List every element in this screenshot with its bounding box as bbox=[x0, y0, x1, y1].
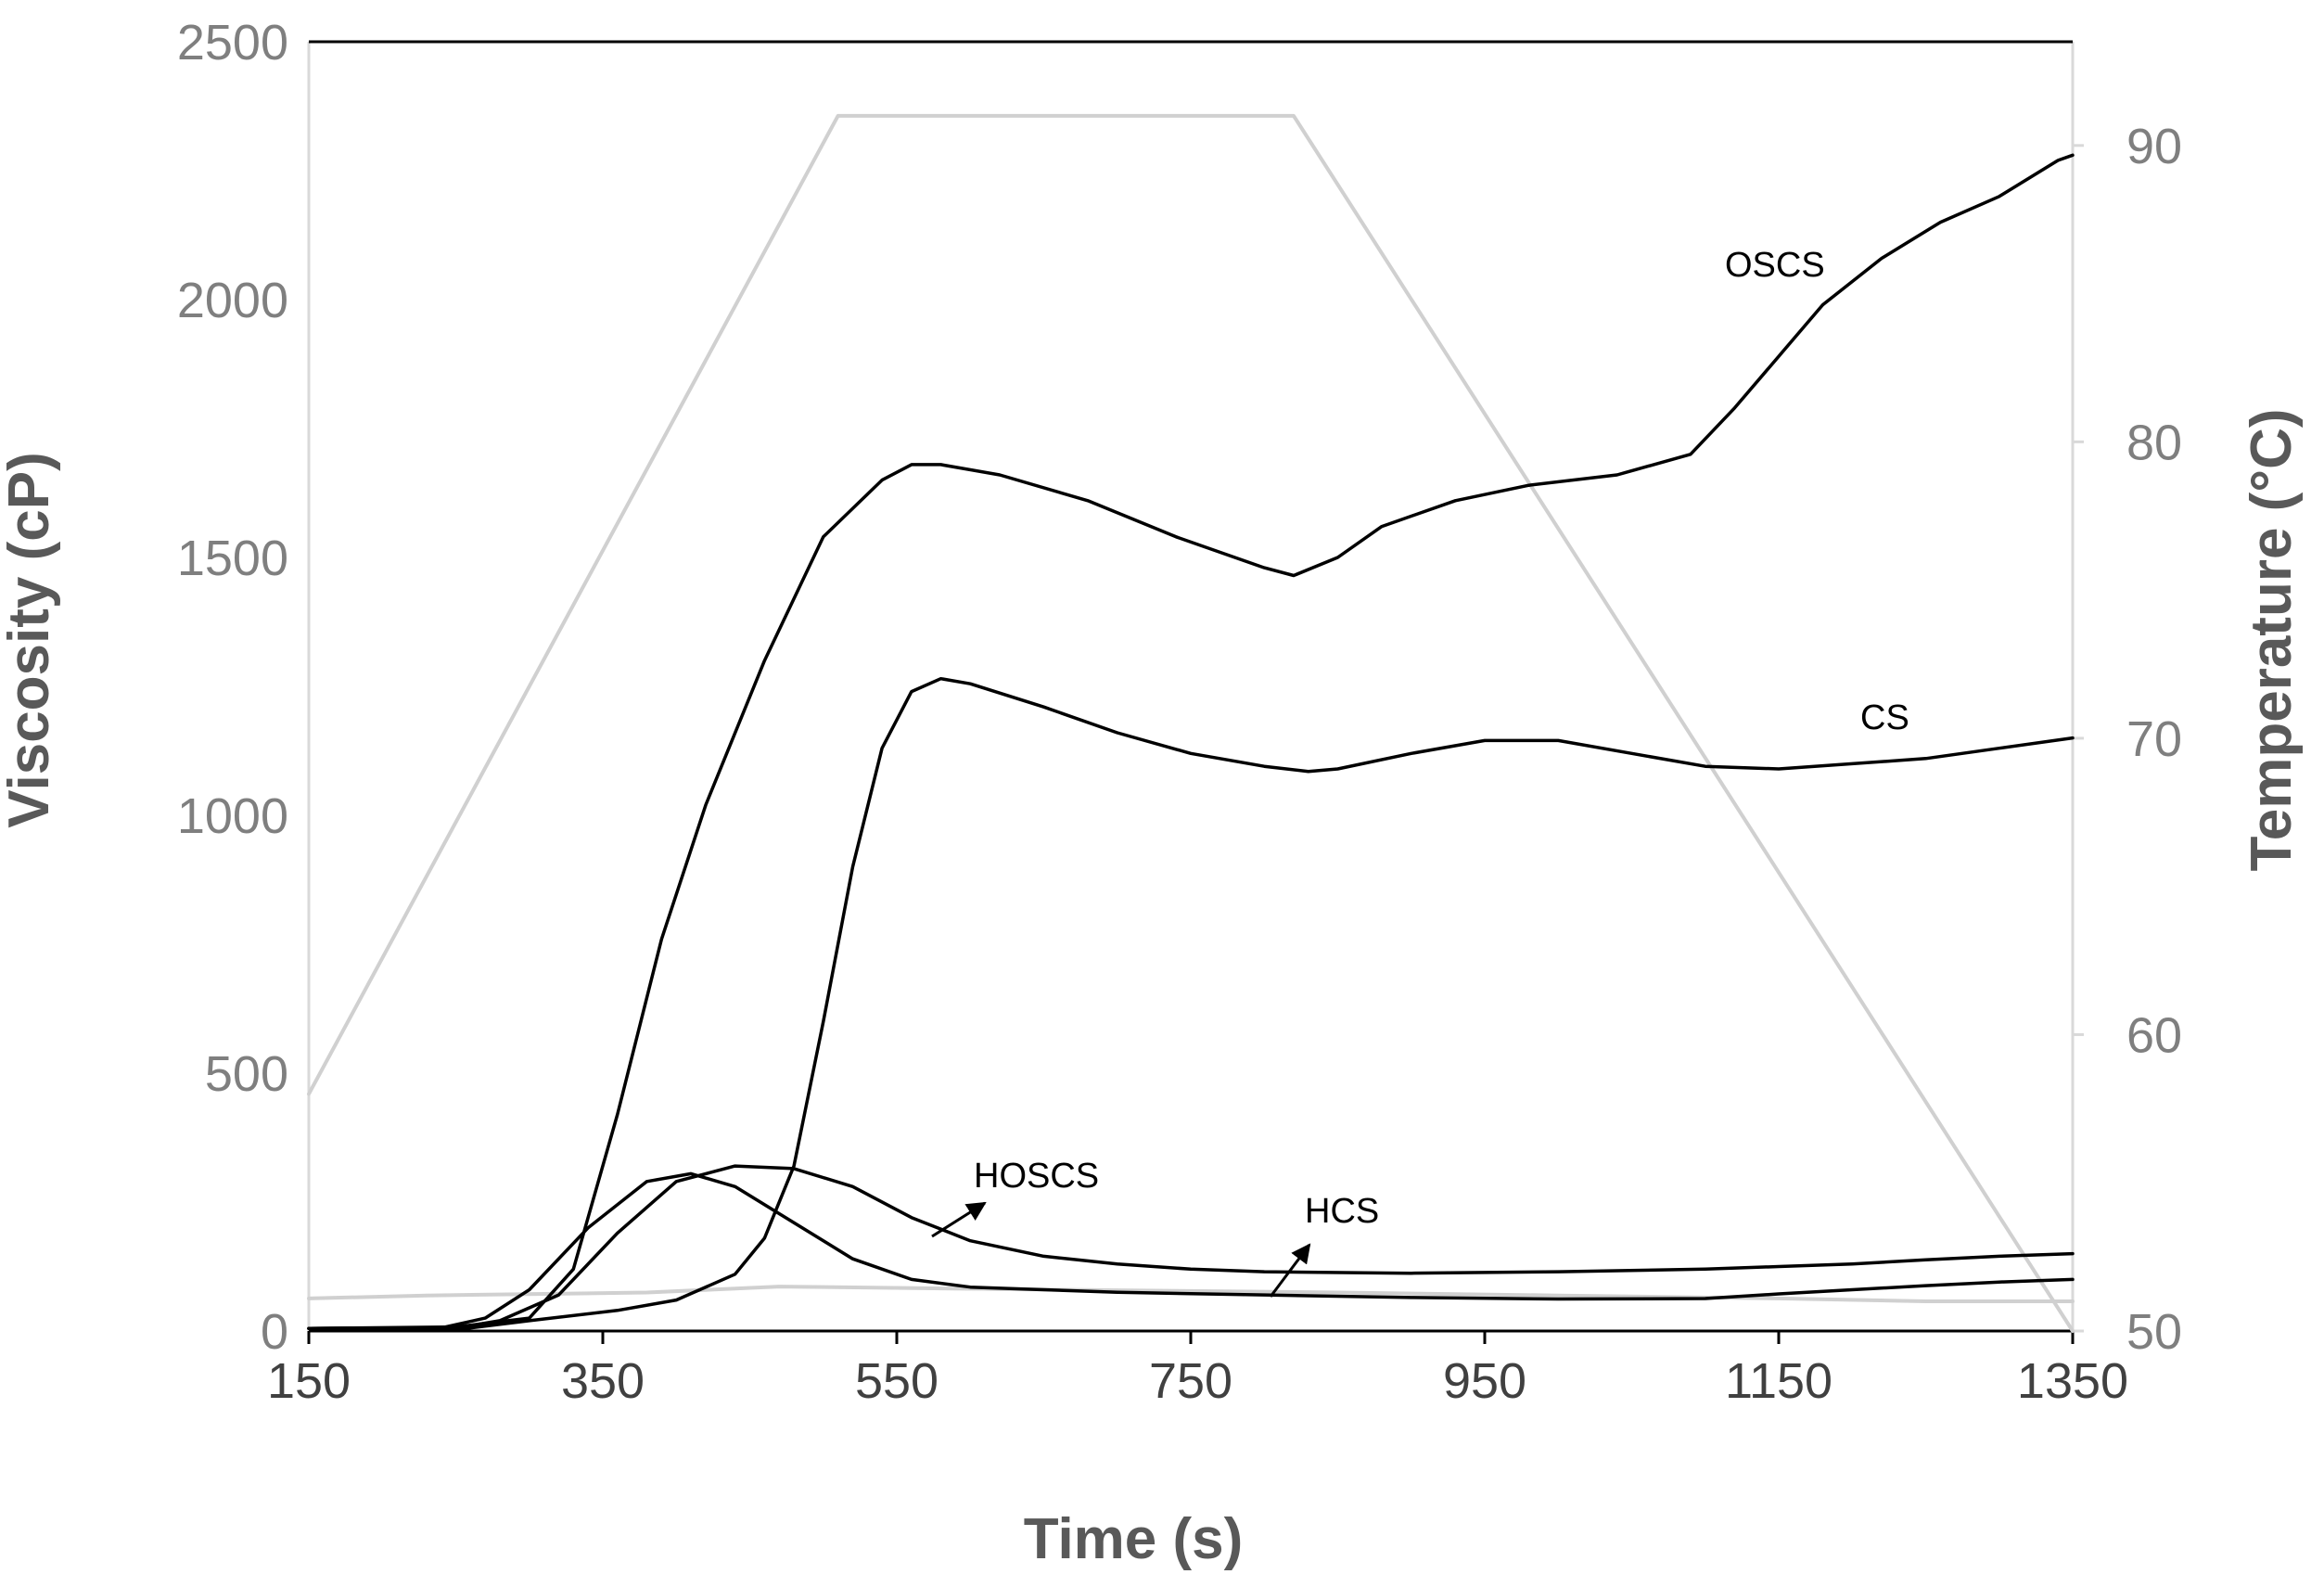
series-line-oscs bbox=[307, 153, 2075, 1330]
y2-tick-label: 60 bbox=[2126, 1007, 2182, 1063]
x-tick-label: 550 bbox=[855, 1353, 939, 1409]
y2-tick-label: 50 bbox=[2126, 1304, 2182, 1360]
label-hcs: HCS bbox=[1305, 1192, 1379, 1231]
x-tick-label: 1150 bbox=[1725, 1353, 1832, 1409]
y2-tick-label: 90 bbox=[2126, 119, 2182, 174]
y2-axis-title: Temperature (°C) bbox=[2240, 408, 2304, 871]
series-line-hoscs bbox=[307, 1164, 2075, 1330]
series-line-temperature-baseline bbox=[307, 1285, 2075, 1303]
y-axis-title: Viscosity (cP) bbox=[0, 452, 61, 827]
x-axis-title: Time (s) bbox=[1024, 1507, 1244, 1571]
y-tick-label: 2000 bbox=[177, 273, 288, 328]
x-tick-label: 750 bbox=[1149, 1353, 1232, 1409]
tick-group: 150 350 550 750 950 1150 1350 0 500 1000 1500 2000 2… bbox=[177, 15, 2182, 1409]
y-tick-label: 500 bbox=[205, 1046, 288, 1102]
x-tick-label: 150 bbox=[267, 1353, 351, 1409]
x-tick-label: 1350 bbox=[2017, 1353, 2128, 1409]
series-line-hcs bbox=[307, 1171, 2075, 1330]
series-line-cs bbox=[307, 676, 2075, 1330]
y-tick-label: 1000 bbox=[177, 788, 288, 844]
arrow-hoscs bbox=[931, 1201, 987, 1238]
x-tick-label: 950 bbox=[1443, 1353, 1526, 1409]
y-tick-label: 2500 bbox=[177, 15, 288, 70]
series-group bbox=[307, 113, 2075, 1333]
y2-tick-label: 80 bbox=[2126, 415, 2182, 470]
x-tick-label: 350 bbox=[561, 1353, 645, 1409]
label-hoscs: HOSCS bbox=[974, 1157, 1099, 1196]
y-tick-label: 0 bbox=[261, 1304, 288, 1360]
label-cs: CS bbox=[1860, 698, 1909, 737]
label-oscs: OSCS bbox=[1725, 246, 1825, 285]
series-line-temperature bbox=[307, 113, 2075, 1333]
arrow-hcs bbox=[1269, 1243, 1311, 1298]
y2-tick-label: 70 bbox=[2126, 711, 2182, 767]
y-tick-label: 1500 bbox=[177, 531, 288, 586]
